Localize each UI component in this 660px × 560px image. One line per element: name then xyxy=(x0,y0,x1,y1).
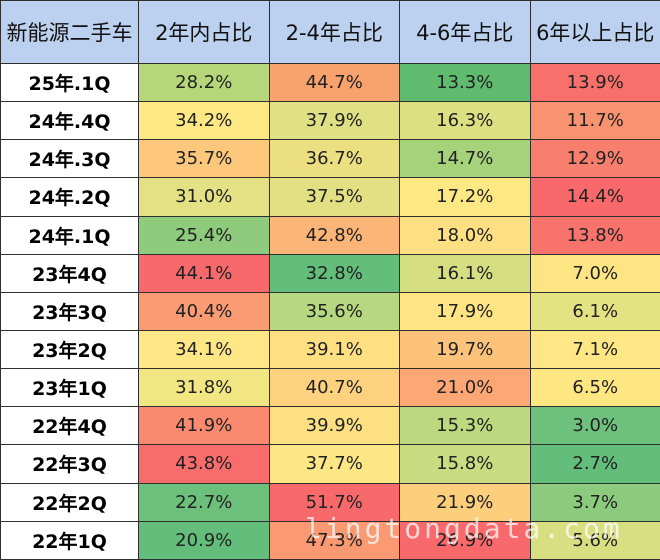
table-row: 24年.2Q 31.0% 37.5% 17.2% 14.4% xyxy=(0,177,660,217)
cell-under-2-years: 34.2% xyxy=(138,101,270,141)
header-under-2-years: 2年内占比 xyxy=(138,0,270,64)
cell-over-6-years: 11.7% xyxy=(529,101,660,141)
cell-under-2-years: 28.2% xyxy=(138,62,270,103)
cell-4-6-years: 19.7% xyxy=(399,329,531,370)
cell-4-6-years: 13.3% xyxy=(399,62,531,103)
cell-under-2-years: 31.0% xyxy=(138,177,270,217)
cell-over-6-years: 3.0% xyxy=(529,406,660,446)
cell-4-6-years: 21.0% xyxy=(399,368,531,408)
cell-4-6-years: 18.0% xyxy=(399,215,531,255)
cell-under-2-years: 25.4% xyxy=(138,215,270,255)
table-row: 22年2Q 22.7% 51.7% 21.9% 3.7% xyxy=(0,482,660,522)
cell-under-2-years: 43.8% xyxy=(138,444,270,484)
cell-2-4-years: 37.9% xyxy=(268,101,400,141)
row-label: 24年.4Q xyxy=(0,101,139,141)
table-row: 23年4Q 44.1% 32.8% 16.1% 7.0% xyxy=(0,253,660,293)
cell-under-2-years: 20.9% xyxy=(138,520,270,560)
cell-under-2-years: 44.1% xyxy=(138,253,270,293)
cell-over-6-years: 2.7% xyxy=(529,444,660,484)
cell-2-4-years: 44.7% xyxy=(268,62,400,103)
cell-4-6-years: 16.3% xyxy=(399,101,531,141)
cell-4-6-years: 15.3% xyxy=(399,406,531,446)
cell-2-4-years: 40.7% xyxy=(268,368,400,408)
header-row: 新能源二手车 2年内占比 2-4年占比 4-6年占比 6年以上占比 xyxy=(0,0,660,64)
header-2-4-years: 2-4年占比 xyxy=(268,0,400,64)
cell-2-4-years: 42.8% xyxy=(268,215,400,255)
cell-under-2-years: 34.1% xyxy=(138,329,270,370)
row-label: 23年2Q xyxy=(0,329,139,370)
cell-over-6-years: 13.9% xyxy=(529,62,660,103)
cell-2-4-years: 36.7% xyxy=(268,139,400,179)
cell-2-4-years: 37.5% xyxy=(268,177,400,217)
cell-4-6-years: 17.9% xyxy=(399,291,531,331)
cell-under-2-years: 41.9% xyxy=(138,406,270,446)
table-row: 24年.4Q 34.2% 37.9% 16.3% 11.7% xyxy=(0,101,660,141)
cell-under-2-years: 31.8% xyxy=(138,368,270,408)
table-row: 25年.1Q 28.2% 44.7% 13.3% 13.9% xyxy=(0,62,660,103)
cell-over-6-years: 3.7% xyxy=(529,482,660,522)
cell-over-6-years: 6.1% xyxy=(529,291,660,331)
table-body: 25年.1Q 28.2% 44.7% 13.3% 13.9% 24年.4Q 34… xyxy=(0,62,660,560)
row-label: 23年3Q xyxy=(0,291,139,331)
cell-2-4-years: 37.7% xyxy=(268,444,400,484)
row-label: 22年4Q xyxy=(0,406,139,446)
row-label: 23年4Q xyxy=(0,253,139,293)
cell-4-6-years: 21.9% xyxy=(399,482,531,522)
cell-over-6-years: 5.6% xyxy=(529,520,660,560)
table-row: 23年1Q 31.8% 40.7% 21.0% 6.5% xyxy=(0,368,660,408)
cell-2-4-years: 35.6% xyxy=(268,291,400,331)
table-row: 22年4Q 41.9% 39.9% 15.3% 3.0% xyxy=(0,406,660,446)
row-label: 22年2Q xyxy=(0,482,139,522)
cell-under-2-years: 22.7% xyxy=(138,482,270,522)
cell-4-6-years: 26.9% xyxy=(399,520,531,560)
cell-2-4-years: 32.8% xyxy=(268,253,400,293)
cell-under-2-years: 40.4% xyxy=(138,291,270,331)
cell-over-6-years: 7.1% xyxy=(529,329,660,370)
cell-over-6-years: 6.5% xyxy=(529,368,660,408)
table-row: 24年.3Q 35.7% 36.7% 14.7% 12.9% xyxy=(0,139,660,179)
table-row: 24年.1Q 25.4% 42.8% 18.0% 13.8% xyxy=(0,215,660,255)
row-label: 25年.1Q xyxy=(0,62,139,103)
table-row: 23年2Q 34.1% 39.1% 19.7% 7.1% xyxy=(0,329,660,370)
cell-4-6-years: 17.2% xyxy=(399,177,531,217)
cell-2-4-years: 39.9% xyxy=(268,406,400,446)
cell-2-4-years: 47.3% xyxy=(268,520,400,560)
cell-over-6-years: 12.9% xyxy=(529,139,660,179)
cell-4-6-years: 15.8% xyxy=(399,444,531,484)
table-row: 22年3Q 43.8% 37.7% 15.8% 2.7% xyxy=(0,444,660,484)
cell-over-6-years: 14.4% xyxy=(529,177,660,217)
header-4-6-years: 4-6年占比 xyxy=(399,0,531,64)
table-row: 23年3Q 40.4% 35.6% 17.9% 6.1% xyxy=(0,291,660,331)
cell-over-6-years: 13.8% xyxy=(529,215,660,255)
row-label: 23年1Q xyxy=(0,368,139,408)
table-row: 22年1Q 20.9% 47.3% 26.9% 5.6% xyxy=(0,520,660,560)
row-label: 22年1Q xyxy=(0,520,139,560)
header-category: 新能源二手车 xyxy=(0,0,139,64)
cell-4-6-years: 14.7% xyxy=(399,139,531,179)
cell-2-4-years: 51.7% xyxy=(268,482,400,522)
row-label: 24年.3Q xyxy=(0,139,139,179)
cell-under-2-years: 35.7% xyxy=(138,139,270,179)
cell-over-6-years: 7.0% xyxy=(529,253,660,293)
row-label: 22年3Q xyxy=(0,444,139,484)
row-label: 24年.1Q xyxy=(0,215,139,255)
header-over-6-years: 6年以上占比 xyxy=(529,0,660,64)
cell-2-4-years: 39.1% xyxy=(268,329,400,370)
row-label: 24年.2Q xyxy=(0,177,139,217)
cell-4-6-years: 16.1% xyxy=(399,253,531,293)
